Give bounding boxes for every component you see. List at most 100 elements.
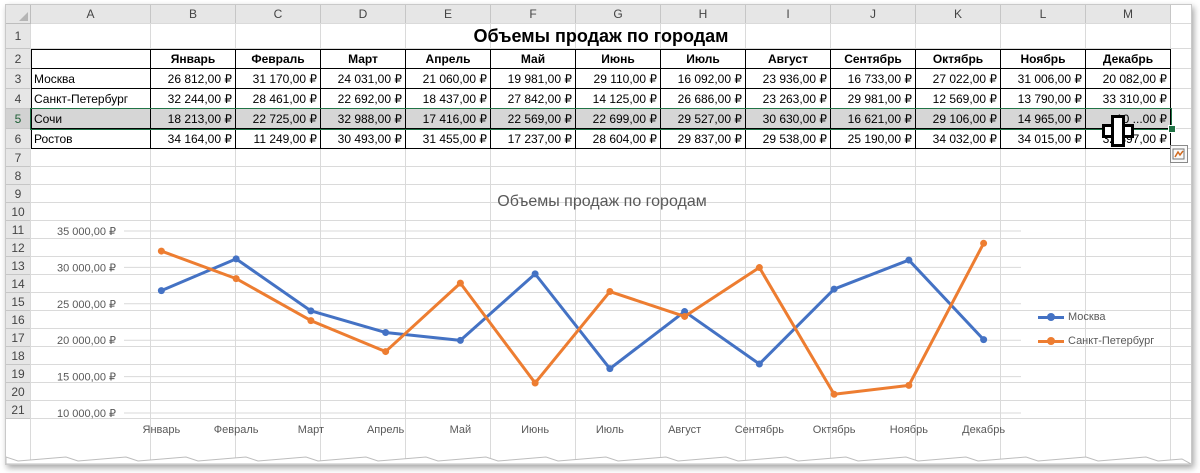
sales-value-cell[interactable]: 28 604,00 ₽ xyxy=(576,129,661,149)
series-point[interactable] xyxy=(307,317,315,325)
sales-value-cell[interactable]: 27 022,00 ₽ xyxy=(916,69,1001,89)
month-header-cell[interactable]: Ноябрь xyxy=(1001,49,1086,69)
sales-value-cell[interactable]: 29 110,00 ₽ xyxy=(576,69,661,89)
sales-value-cell[interactable]: 17 416,00 ₽ xyxy=(406,109,491,129)
row-header-13[interactable]: 13 xyxy=(6,257,31,275)
sales-value-cell[interactable]: 28 461,00 ₽ xyxy=(236,89,321,109)
sales-value-cell[interactable]: 23 936,00 ₽ xyxy=(746,69,831,89)
row-header-3[interactable]: 3 xyxy=(6,69,31,89)
sales-value-cell[interactable]: 31 455,00 ₽ xyxy=(406,129,491,149)
series-point[interactable] xyxy=(755,264,763,272)
column-header-I[interactable]: I xyxy=(746,5,831,24)
legend-item[interactable]: Санкт-Петербург xyxy=(1038,335,1154,347)
row-header-1[interactable]: 1 xyxy=(6,24,31,49)
row-header-11[interactable]: 11 xyxy=(6,221,31,239)
row-header-18[interactable]: 18 xyxy=(6,347,31,365)
row-header-16[interactable]: 16 xyxy=(6,311,31,329)
series-point[interactable] xyxy=(606,288,614,296)
month-header-cell[interactable]: Июль xyxy=(661,49,746,69)
series-line-0[interactable] xyxy=(160,257,985,371)
sales-value-cell[interactable]: 32 244,00 ₽ xyxy=(151,89,236,109)
column-header-F[interactable]: F xyxy=(491,5,576,24)
month-header-cell[interactable]: Май xyxy=(491,49,576,69)
sales-value-cell[interactable]: 26 812,00 ₽ xyxy=(151,69,236,89)
sales-value-cell[interactable]: 27 842,00 ₽ xyxy=(491,89,576,109)
series-point[interactable] xyxy=(606,365,614,373)
series-point[interactable] xyxy=(531,379,539,387)
sales-value-cell[interactable]: 21 060,00 ₽ xyxy=(406,69,491,89)
sales-value-cell[interactable]: 29 538,00 ₽ xyxy=(746,129,831,149)
series-line-1[interactable] xyxy=(160,242,985,396)
column-header-E[interactable]: E xyxy=(406,5,491,24)
series-point[interactable] xyxy=(980,239,988,247)
sales-value-cell[interactable]: 18 213,00 ₽ xyxy=(151,109,236,129)
row-header-2[interactable]: 2 xyxy=(6,49,31,69)
month-header-cell[interactable]: Сентябрь xyxy=(831,49,916,69)
row-header-17[interactable]: 17 xyxy=(6,329,31,347)
series-point[interactable] xyxy=(905,381,913,389)
sales-value-cell[interactable]: 33 310,00 ₽ xyxy=(1086,89,1171,109)
sales-value-cell[interactable]: 13 790,00 ₽ xyxy=(1001,89,1086,109)
sales-value-cell[interactable]: 24 031,00 ₽ xyxy=(321,69,406,89)
sales-value-cell[interactable]: 22 569,00 ₽ xyxy=(491,109,576,129)
sales-value-cell[interactable]: 14 965,00 ₽ xyxy=(1001,109,1086,129)
column-header-G[interactable]: G xyxy=(576,5,661,24)
legend-item[interactable]: Москва xyxy=(1038,311,1106,323)
column-header-A[interactable]: A xyxy=(31,5,151,24)
series-point[interactable] xyxy=(905,256,913,264)
series-point[interactable] xyxy=(755,360,763,368)
line-chart[interactable]: Объемы продаж по городам 10 000,00 ₽ 15 0… xyxy=(36,183,1168,451)
city-name-cell[interactable]: Ростов xyxy=(31,129,151,149)
row-header-12[interactable]: 12 xyxy=(6,239,31,257)
series-point[interactable] xyxy=(531,270,539,278)
series-point[interactable] xyxy=(456,279,464,287)
sales-value-cell[interactable]: 16 092,00 ₽ xyxy=(661,69,746,89)
sales-value-cell[interactable]: 11 249,00 ₽ xyxy=(236,129,321,149)
column-header-C[interactable]: C xyxy=(236,5,321,24)
series-point[interactable] xyxy=(681,312,689,320)
sales-value-cell[interactable]: 26 686,00 ₽ xyxy=(661,89,746,109)
row-header-9[interactable]: 9 xyxy=(6,185,31,203)
sales-value-cell[interactable]: 20 082,00 ₽ xyxy=(1086,69,1171,89)
row-header-20[interactable]: 20 xyxy=(6,383,31,401)
month-header-cell[interactable]: Декабрь xyxy=(1086,49,1171,69)
sales-value-cell[interactable]: 34 015,00 ₽ xyxy=(1001,129,1086,149)
month-header-cell[interactable]: Март xyxy=(321,49,406,69)
month-header-cell[interactable]: Апрель xyxy=(406,49,491,69)
sales-value-cell[interactable]: 19 981,00 ₽ xyxy=(491,69,576,89)
sales-value-cell[interactable]: 34 032,00 ₽ xyxy=(916,129,1001,149)
sales-value-cell[interactable]: 32 988,00 ₽ xyxy=(321,109,406,129)
series-point[interactable] xyxy=(157,247,165,255)
month-header-cell[interactable]: Октябрь xyxy=(916,49,1001,69)
sales-value-cell[interactable]: 31 006,00 ₽ xyxy=(1001,69,1086,89)
column-header-K[interactable]: K xyxy=(916,5,1001,24)
row-header-10[interactable]: 10 xyxy=(6,203,31,221)
select-all-corner[interactable] xyxy=(6,5,31,24)
series-point[interactable] xyxy=(681,308,689,316)
month-header-cell[interactable]: Февраль xyxy=(236,49,321,69)
series-point[interactable] xyxy=(456,336,464,344)
column-header-B[interactable]: B xyxy=(151,5,236,24)
sales-value-cell[interactable]: 18 437,00 ₽ xyxy=(406,89,491,109)
series-point[interactable] xyxy=(980,336,988,344)
column-header-L[interactable]: L xyxy=(1001,5,1086,24)
sales-value-cell[interactable]: 25 190,00 ₽ xyxy=(831,129,916,149)
sales-value-cell[interactable]: 30 630,00 ₽ xyxy=(746,109,831,129)
row-header-14[interactable]: 14 xyxy=(6,275,31,293)
quick-analysis-icon[interactable] xyxy=(1170,145,1188,163)
sales-value-cell[interactable]: 29 837,00 ₽ xyxy=(661,129,746,149)
row-header-6[interactable]: 6 xyxy=(6,129,31,149)
sales-value-cell[interactable]: 29 527,00 ₽ xyxy=(661,109,746,129)
row-header-19[interactable]: 19 xyxy=(6,365,31,383)
sales-value-cell[interactable]: 23 263,00 ₽ xyxy=(746,89,831,109)
sales-value-cell[interactable]: 29 981,00 ₽ xyxy=(831,89,916,109)
month-header-cell[interactable]: Январь xyxy=(151,49,236,69)
month-header-cell[interactable]: Июнь xyxy=(576,49,661,69)
sales-value-cell[interactable]: 34 164,00 ₽ xyxy=(151,129,236,149)
row-header-5[interactable]: 5 xyxy=(6,109,31,129)
fill-handle[interactable] xyxy=(1168,125,1176,133)
sales-value-cell[interactable]: 30 493,00 ₽ xyxy=(321,129,406,149)
column-header-J[interactable]: J xyxy=(831,5,916,24)
row-header-21[interactable]: 21 xyxy=(6,401,31,419)
sales-value-cell[interactable]: 29 106,00 ₽ xyxy=(916,109,1001,129)
